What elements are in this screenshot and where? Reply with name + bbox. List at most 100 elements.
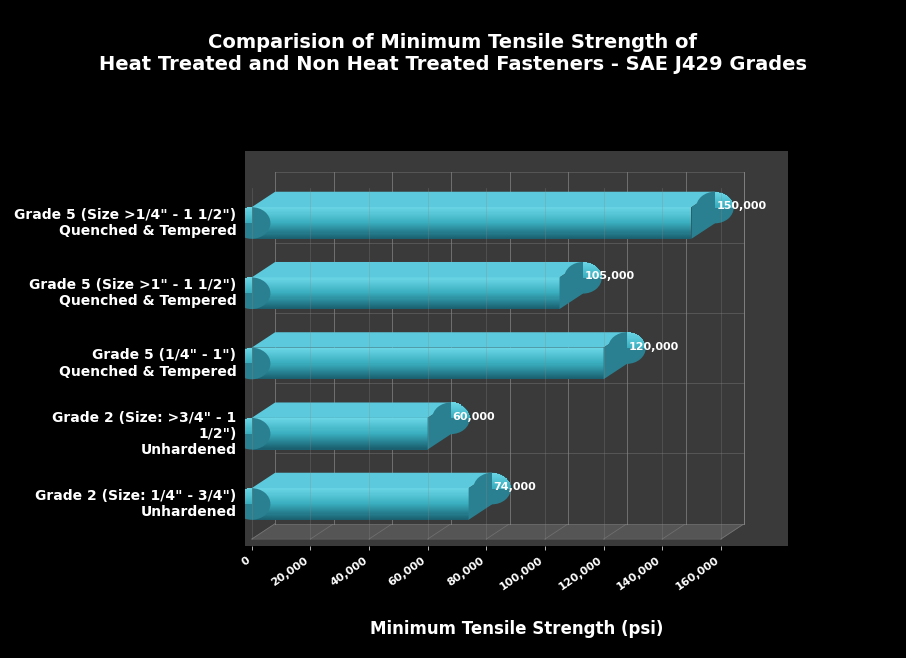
Bar <box>252 361 603 363</box>
Bar <box>233 220 252 222</box>
Bar <box>252 419 428 420</box>
Bar <box>233 502 252 503</box>
Bar <box>492 481 509 482</box>
Bar <box>252 424 428 425</box>
Bar <box>238 492 252 494</box>
Bar <box>252 295 560 296</box>
Bar <box>233 430 252 432</box>
Bar <box>252 370 603 372</box>
Bar <box>241 420 252 421</box>
Bar <box>252 448 428 449</box>
Bar <box>236 424 252 425</box>
Bar <box>627 336 641 338</box>
Bar <box>252 506 468 507</box>
Ellipse shape <box>233 278 270 309</box>
Bar <box>240 280 252 282</box>
Bar <box>235 497 252 499</box>
Bar <box>492 472 496 474</box>
Bar <box>492 482 509 483</box>
Polygon shape <box>252 332 627 347</box>
Bar <box>252 218 691 220</box>
Bar <box>627 333 635 334</box>
Bar <box>252 519 468 520</box>
Bar <box>252 422 428 423</box>
Bar <box>252 231 691 232</box>
Bar <box>583 262 587 263</box>
Bar <box>492 476 504 477</box>
Bar <box>492 486 511 488</box>
Bar <box>252 444 428 445</box>
Bar <box>715 196 728 197</box>
Text: Grade 2 (Size: 1/4" - 3/4")
Unhardened: Grade 2 (Size: 1/4" - 3/4") Unhardened <box>35 489 236 519</box>
Bar <box>252 442 428 443</box>
Text: 150,000: 150,000 <box>717 201 766 211</box>
Bar <box>252 289 560 290</box>
Bar <box>451 412 468 413</box>
Bar <box>252 370 603 371</box>
Bar <box>252 215 691 216</box>
Bar <box>252 308 560 309</box>
Bar <box>252 228 691 230</box>
Bar <box>252 518 468 519</box>
Bar <box>252 303 560 304</box>
Bar <box>233 290 252 291</box>
Bar <box>252 446 428 447</box>
Polygon shape <box>252 262 583 278</box>
Bar <box>252 307 560 308</box>
Bar <box>252 222 691 223</box>
Bar <box>451 403 459 405</box>
Bar <box>451 414 469 415</box>
Polygon shape <box>252 403 451 418</box>
Ellipse shape <box>233 488 270 520</box>
Bar <box>252 349 603 351</box>
Bar <box>237 494 252 495</box>
Bar <box>252 285 560 286</box>
Bar <box>252 213 691 215</box>
Bar <box>627 347 646 348</box>
Bar <box>252 305 560 306</box>
Bar <box>583 268 598 269</box>
Bar <box>252 515 468 516</box>
Bar <box>233 432 252 434</box>
Bar <box>236 213 252 215</box>
Polygon shape <box>252 472 492 488</box>
Bar <box>252 421 428 422</box>
Text: 74,000: 74,000 <box>494 482 536 492</box>
Bar <box>252 432 428 434</box>
Bar <box>252 306 560 307</box>
Bar <box>252 373 603 374</box>
Bar <box>237 353 252 354</box>
Bar <box>252 363 603 365</box>
Bar <box>247 207 252 208</box>
Bar <box>451 417 470 418</box>
Bar <box>627 343 645 345</box>
Bar <box>252 378 603 379</box>
Bar <box>252 358 603 359</box>
Bar <box>252 227 691 228</box>
Bar <box>233 361 252 363</box>
Bar <box>236 425 252 426</box>
Bar <box>244 349 252 350</box>
Bar <box>234 359 252 361</box>
Bar <box>252 354 603 355</box>
Bar <box>244 419 252 420</box>
Bar <box>252 303 560 305</box>
Polygon shape <box>603 332 627 379</box>
Bar <box>236 284 252 285</box>
Polygon shape <box>252 191 715 207</box>
Bar <box>244 489 252 490</box>
Bar <box>451 407 466 409</box>
Bar <box>252 492 468 494</box>
Bar <box>252 211 691 213</box>
Bar <box>233 291 252 292</box>
Bar <box>252 365 603 367</box>
Bar <box>252 443 428 444</box>
Bar <box>238 211 252 213</box>
Bar <box>627 346 646 347</box>
Bar <box>236 215 252 216</box>
Bar <box>451 410 467 411</box>
Bar <box>451 402 456 403</box>
Bar <box>238 422 252 423</box>
Bar <box>252 504 468 505</box>
Bar <box>235 286 252 287</box>
